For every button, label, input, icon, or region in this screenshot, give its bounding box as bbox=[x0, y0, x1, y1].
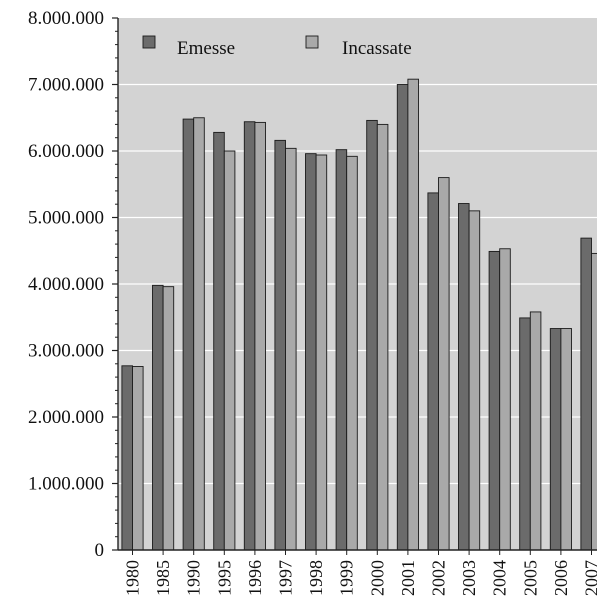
y-tick-label-2: 2.000.000 bbox=[28, 407, 104, 428]
bar-incassate-1990 bbox=[193, 117, 205, 550]
bar-incassate-1985 bbox=[162, 286, 175, 550]
x-tick-label-1985: 1985 bbox=[153, 560, 173, 596]
x-tick-label-2005: 2005 bbox=[520, 560, 540, 596]
bar-emesse-2002 bbox=[427, 192, 439, 550]
x-tick-label-2002: 2002 bbox=[429, 560, 449, 596]
y-tick-label-8: 8.000.000 bbox=[28, 8, 104, 29]
x-tick-label-1997: 1997 bbox=[276, 560, 296, 596]
legend-swatch-incassate bbox=[305, 35, 319, 49]
bar-emesse-1980 bbox=[121, 365, 133, 550]
y-tick-label-1: 1.000.000 bbox=[28, 474, 104, 495]
bar-incassate-2003 bbox=[468, 210, 481, 550]
bar-incassate-2004 bbox=[499, 248, 511, 550]
bar-incassate-1980 bbox=[132, 366, 144, 550]
bar-incassate-2001 bbox=[407, 78, 419, 550]
bar-emesse-2004 bbox=[488, 250, 501, 550]
x-tick-label-1996: 1996 bbox=[245, 560, 265, 596]
bar-incassate-2002 bbox=[438, 177, 450, 550]
bar-emesse-1996 bbox=[243, 121, 256, 550]
y-tick-label-7: 7.000.000 bbox=[28, 75, 104, 96]
bar-incassate-1995 bbox=[223, 150, 236, 550]
bar-emesse-2005 bbox=[519, 317, 531, 550]
y-axis: 0 1.000.000 2.000.000 3.000.000 4.000.000 5.0… bbox=[28, 8, 119, 561]
x-tick-label-1980: 1980 bbox=[123, 560, 143, 596]
bar-incassate-1998 bbox=[315, 154, 328, 550]
y-tick-label-0: 0 bbox=[95, 540, 105, 561]
bar-emesse-1985 bbox=[152, 284, 164, 550]
bar-emesse-2001 bbox=[396, 84, 409, 550]
legend-swatch-emesse bbox=[142, 35, 156, 49]
x-tick-label-1990: 1990 bbox=[184, 560, 204, 596]
x-tick-label-1999: 1999 bbox=[337, 560, 357, 596]
x-tick-label-1998: 1998 bbox=[306, 560, 326, 596]
x-tick-label-2007: 2007 bbox=[582, 560, 597, 596]
bar-emesse-1998 bbox=[305, 153, 317, 550]
bar-incassate-1999 bbox=[346, 155, 358, 550]
y-tick-label-3: 3.000.000 bbox=[28, 341, 104, 362]
bar-emesse-1997 bbox=[274, 139, 286, 550]
x-tick-label-1995: 1995 bbox=[214, 560, 234, 596]
x-tick-label-2000: 2000 bbox=[367, 560, 387, 596]
bar-emesse-2000 bbox=[366, 119, 378, 550]
bars-group bbox=[121, 78, 597, 550]
bar-emesse-1995 bbox=[213, 131, 225, 550]
bar-incassate-2000 bbox=[376, 123, 389, 550]
bar-incassate-2005 bbox=[529, 311, 542, 550]
bar-emesse-2003 bbox=[458, 203, 470, 550]
bar-emesse-1999 bbox=[335, 149, 348, 550]
x-tick-label-2006: 2006 bbox=[551, 560, 571, 596]
legend: Emesse Incassate bbox=[142, 35, 412, 59]
bar-incassate-1997 bbox=[285, 147, 297, 550]
bar-incassate-1996 bbox=[254, 121, 266, 550]
x-tick-label-2004: 2004 bbox=[490, 560, 510, 596]
legend-label-incassate: Incassate bbox=[342, 38, 412, 59]
y-tick-label-6: 6.000.000 bbox=[28, 141, 104, 162]
bar-emesse-2006 bbox=[549, 328, 562, 550]
legend-label-emesse: Emesse bbox=[177, 38, 235, 59]
x-tick-label-2001: 2001 bbox=[398, 560, 418, 596]
x-tick-label-2003: 2003 bbox=[459, 560, 479, 596]
bar-incassate-2006 bbox=[560, 328, 572, 550]
bar-incassate-2007 bbox=[591, 252, 597, 550]
bar-emesse-1990 bbox=[182, 118, 195, 550]
y-tick-label-4: 4.000.000 bbox=[28, 274, 104, 295]
y-tick-label-5: 5.000.000 bbox=[28, 208, 104, 229]
bar-emesse-2007 bbox=[580, 237, 592, 550]
x-axis: 1980 1985 1990 1995 1996 1997 1998 1999 2000 2001… bbox=[118, 549, 597, 596]
